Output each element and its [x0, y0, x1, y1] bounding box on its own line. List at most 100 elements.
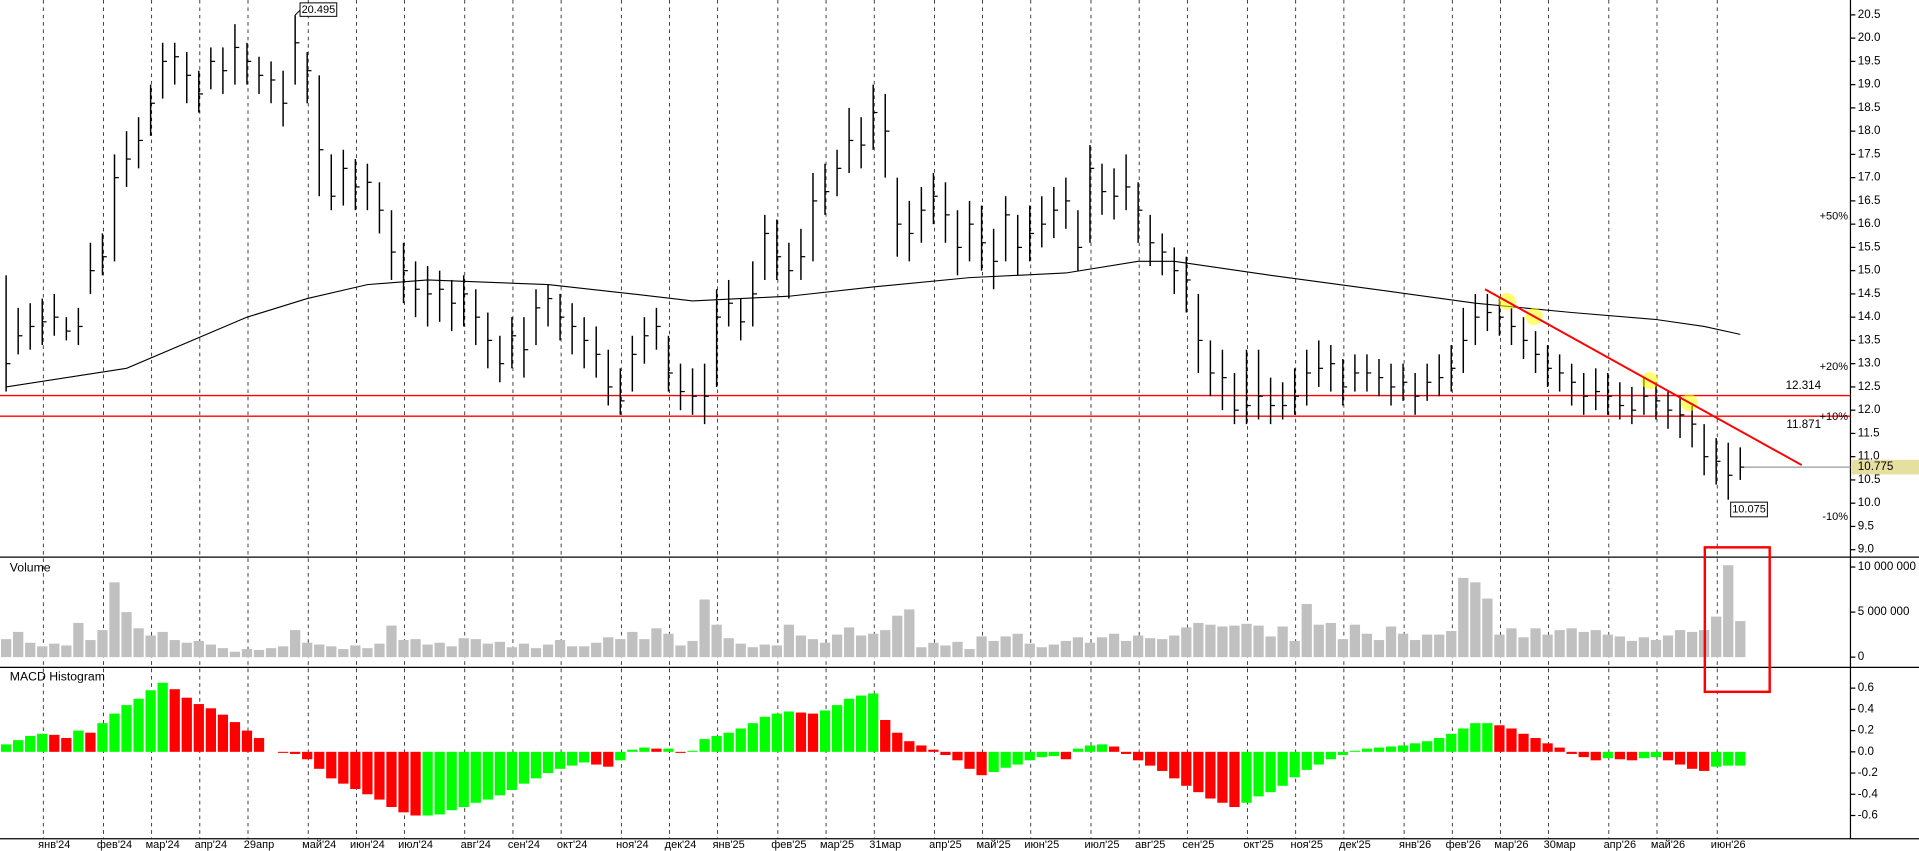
- bar: [542, 644, 554, 658]
- bar: [506, 647, 518, 658]
- bar: [940, 751, 951, 756]
- bar: [410, 639, 421, 658]
- bar: [1193, 751, 1204, 793]
- bar: [1711, 616, 1722, 658]
- bar: [1301, 751, 1312, 770]
- bar: [1626, 751, 1638, 761]
- bar: [1626, 640, 1638, 658]
- bar: [1036, 751, 1047, 758]
- y-tick-label: -0.2: [1858, 766, 1878, 779]
- bar: [699, 599, 710, 658]
- bar: [1217, 751, 1228, 803]
- y-tick-label: -0.4: [1858, 787, 1879, 800]
- label-box: [1730, 501, 1768, 518]
- bar: [1518, 733, 1529, 752]
- x-tick-label: июн'24: [350, 839, 385, 851]
- bar: [302, 751, 313, 760]
- bar: [711, 624, 722, 658]
- highlight-box: [1703, 546, 1771, 694]
- x-tick-label: дек'25: [1339, 839, 1371, 851]
- bar: [458, 751, 469, 808]
- bar: [193, 704, 204, 752]
- bar: [97, 630, 108, 658]
- bar: [434, 751, 445, 815]
- bar: [1048, 644, 1059, 658]
- bar: [434, 642, 445, 658]
- bar: [964, 649, 975, 658]
- bar: [217, 714, 229, 752]
- bar: [1048, 751, 1059, 757]
- bar: [892, 615, 903, 658]
- bar: [627, 631, 638, 658]
- bar: [1482, 598, 1493, 658]
- bar: [1674, 630, 1686, 658]
- bar: [326, 646, 337, 658]
- bar: [1072, 637, 1084, 658]
- bar: [554, 751, 566, 769]
- x-tick-label: янв'24: [38, 839, 70, 851]
- bar: [145, 635, 156, 658]
- y-tick-label: 13.5: [1858, 333, 1881, 346]
- bar: [1373, 640, 1385, 658]
- bar: [1470, 723, 1481, 752]
- bar: [1711, 751, 1722, 767]
- bar: [843, 698, 855, 752]
- y-tick-label: 12.5: [1858, 380, 1881, 393]
- bar: [1325, 622, 1336, 658]
- bar: [1494, 725, 1505, 752]
- bar: [133, 628, 144, 658]
- bar: [892, 732, 903, 752]
- bar: [566, 751, 578, 766]
- bar: [470, 751, 481, 803]
- bar: [1325, 751, 1336, 760]
- bar: [1000, 751, 1011, 768]
- bar: [1422, 634, 1433, 658]
- bar: [868, 633, 879, 658]
- y-tick-label: 11.5: [1858, 426, 1880, 439]
- bar: [37, 646, 48, 658]
- bar: [1542, 743, 1553, 752]
- bar: [1590, 630, 1601, 658]
- bar: [314, 644, 325, 658]
- bar: [1181, 627, 1192, 658]
- bar: [1458, 728, 1469, 752]
- bar: [675, 751, 686, 753]
- bar: [1229, 751, 1240, 808]
- bar: [398, 640, 409, 658]
- y-tick-label: 9.5: [1858, 519, 1874, 532]
- y-tick-label: 0.4: [1858, 702, 1875, 715]
- bar: [928, 749, 939, 752]
- bar: [1169, 751, 1180, 779]
- bar: [807, 639, 819, 658]
- bar: [0, 639, 12, 658]
- bar: [795, 635, 807, 658]
- bar: [627, 749, 638, 752]
- bar: [819, 710, 831, 752]
- bar: [145, 690, 156, 752]
- bar: [277, 646, 289, 658]
- low-label: 10.075: [1732, 503, 1766, 515]
- bar: [711, 735, 722, 752]
- y-tick-label: -0.6: [1858, 809, 1878, 822]
- x-tick-label: июн'26: [1711, 839, 1746, 851]
- bar: [1735, 751, 1746, 766]
- bar: [603, 637, 614, 658]
- bar: [1566, 628, 1577, 658]
- bar: [1024, 751, 1035, 761]
- bar: [988, 640, 999, 658]
- bar: [1409, 743, 1421, 752]
- bar: [482, 643, 493, 658]
- bar: [205, 644, 216, 658]
- bar: [1723, 751, 1734, 766]
- bar: [1084, 745, 1096, 752]
- x-tick-label: ноя'25: [1290, 839, 1322, 851]
- x-tick-label: июн'25: [1024, 839, 1059, 851]
- x-tick-label: окт'25: [1243, 839, 1273, 851]
- bar: [759, 644, 770, 658]
- bar: [1554, 747, 1565, 752]
- bar: [1662, 635, 1674, 658]
- bar: [350, 751, 361, 789]
- y-tick-label: 17.0: [1858, 171, 1881, 184]
- bar: [1024, 643, 1035, 658]
